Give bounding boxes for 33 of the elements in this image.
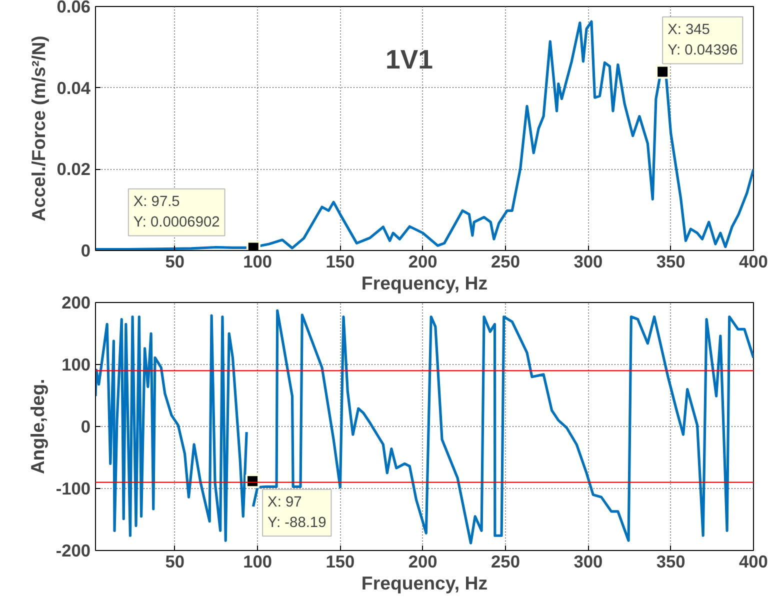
x-tick-label: 50 <box>165 552 184 572</box>
x-axis-title: Frequency, Hz <box>361 572 488 594</box>
x-tick-label: 200 <box>408 252 438 272</box>
x-tick-label: 400 <box>739 252 768 272</box>
annotation: X: 97 Y: -88.19 <box>268 494 326 532</box>
x-tick-label: 350 <box>656 552 686 572</box>
y-tick-label: 0.02 <box>56 159 91 180</box>
x-tick-label: 150 <box>326 252 355 272</box>
y-axis-title: Accel./Force (m/s²/N) <box>28 36 49 222</box>
x-tick-label: 100 <box>243 552 272 572</box>
annotation: X: 345 Y: 0.04396 <box>668 22 738 59</box>
y-tick-label: 0 <box>80 240 91 260</box>
y-tick-label: -200 <box>56 540 91 560</box>
annotation: X: 97.5 Y: 0.0006902 <box>133 194 220 231</box>
y-tick-label: 200 <box>62 292 91 312</box>
x-axis-title: Frequency, Hz <box>361 272 488 294</box>
y-tick-label: 100 <box>62 354 91 374</box>
y-tick-label: 0 <box>80 416 91 436</box>
y-tick-label: 0.06 <box>56 0 91 16</box>
x-tick-label: 350 <box>656 252 686 272</box>
x-tick-label: 50 <box>165 252 184 272</box>
x-tick-label: 200 <box>408 552 438 572</box>
y-tick-label: 0.04 <box>56 78 91 98</box>
x-tick-label: 250 <box>491 552 520 572</box>
x-tick-label: 100 <box>243 252 272 272</box>
x-tick-label: 300 <box>574 552 603 572</box>
y-tick-label: -100 <box>56 478 91 498</box>
x-tick-label: 250 <box>491 252 520 272</box>
x-tick-label: 400 <box>739 552 768 572</box>
x-tick-label: 300 <box>574 252 603 272</box>
x-tick-label: 150 <box>326 552 355 572</box>
y-axis-title: Angle,deg. <box>26 378 48 474</box>
text: 1V1 <box>386 44 434 74</box>
